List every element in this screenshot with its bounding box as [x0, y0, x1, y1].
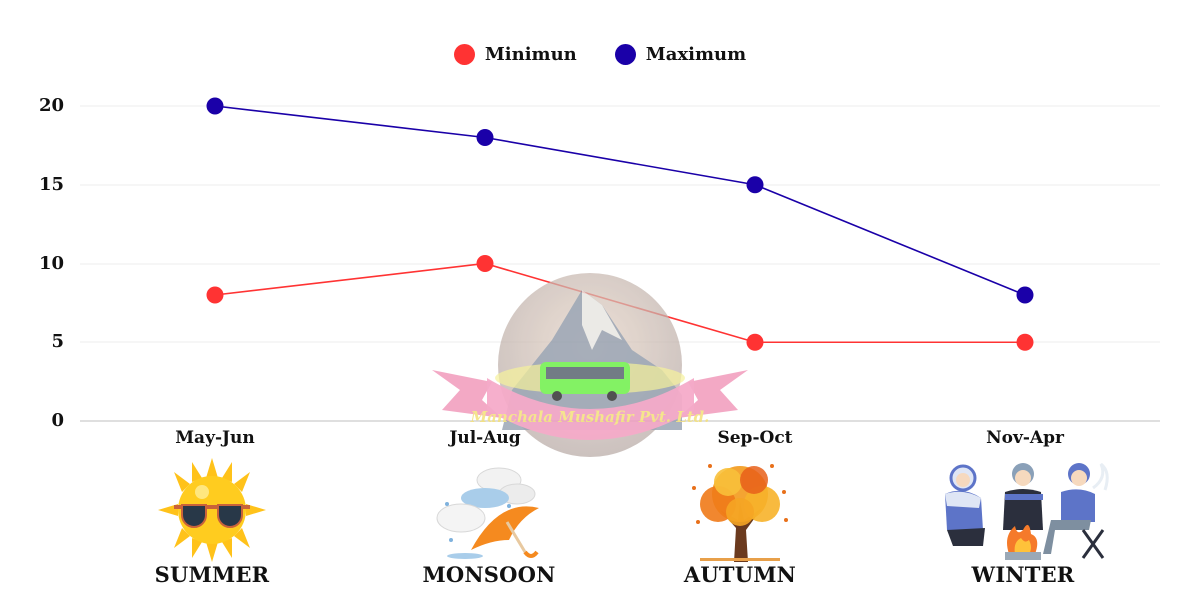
- x-tick-nov-apr: Nov-Apr: [986, 428, 1064, 448]
- legend-item-maximum[interactable]: Maximum: [614, 44, 747, 65]
- sun-with-sunglasses-icon: [152, 458, 272, 562]
- y-tick-5: 5: [51, 331, 64, 352]
- season-winter: WINTER: [923, 458, 1123, 587]
- data-point[interactable]: [1016, 286, 1034, 304]
- watermark-text: Manchala Mushafir Pvt. Ltd.: [470, 408, 710, 426]
- series-layer: [206, 97, 1034, 351]
- company-logo-watermark: Manchala Mushafir Pvt. Ltd.: [432, 270, 748, 460]
- season-label-monsoon: MONSOON: [422, 562, 556, 587]
- rain-cloud-umbrella-icon: [429, 458, 549, 562]
- data-point[interactable]: [746, 176, 764, 194]
- season-label-autumn: AUTUMN: [683, 562, 797, 587]
- season-autumn: AUTUMN: [640, 458, 840, 587]
- y-tick-10: 10: [38, 253, 64, 274]
- y-tick-15: 15: [38, 174, 64, 195]
- people-around-campfire-icon: [933, 458, 1113, 562]
- season-label-summer: SUMMER: [154, 562, 270, 587]
- data-point[interactable]: [206, 97, 224, 115]
- legend-label-maximum: Maximum: [645, 44, 747, 65]
- x-tick-jul-aug: Jul-Aug: [449, 428, 521, 448]
- data-point[interactable]: [1016, 333, 1034, 351]
- legend-item-minimum[interactable]: Minimun: [453, 44, 577, 65]
- season-summer: SUMMER: [112, 458, 312, 587]
- chart-legend: Minimun Maximum: [0, 44, 1200, 65]
- data-point[interactable]: [476, 255, 494, 272]
- y-tick-0: 0: [51, 410, 64, 431]
- x-tick-may-jun: May-Jun: [175, 428, 255, 448]
- legend-marker-maximum: [614, 44, 636, 65]
- data-point[interactable]: [476, 129, 494, 146]
- series-maximum: [206, 97, 1034, 304]
- data-point[interactable]: [746, 333, 764, 351]
- season-monsoon: MONSOON: [389, 458, 589, 587]
- season-label-winter: WINTER: [971, 562, 1075, 587]
- series-line: [214, 105, 1026, 296]
- legend-label-minimum: Minimun: [484, 44, 577, 65]
- x-tick-sep-oct: Sep-Oct: [717, 428, 793, 448]
- legend-marker-minimum: [453, 44, 475, 65]
- y-tick-20: 20: [38, 95, 64, 116]
- autumn-tree-icon: [680, 458, 800, 562]
- data-point[interactable]: [206, 286, 224, 304]
